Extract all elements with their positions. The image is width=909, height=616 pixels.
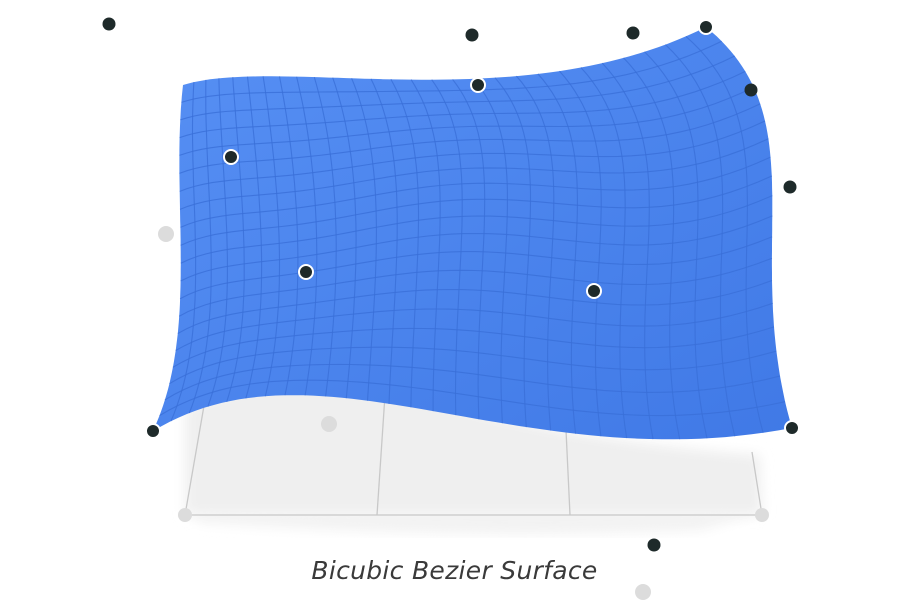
ground-shadow-bottom <box>190 512 760 534</box>
surface-grid-line-v <box>172 326 775 368</box>
control-point[interactable] <box>698 19 714 35</box>
faded-point <box>158 226 174 242</box>
surface-grid-line-v <box>180 55 735 121</box>
surface-grid-line-v <box>179 103 761 174</box>
control-point[interactable] <box>586 283 602 299</box>
diagram-caption: Bicubic Bezier Surface <box>311 556 598 585</box>
ground-line-mid-2 <box>565 429 571 516</box>
control-point[interactable] <box>298 264 314 280</box>
surface-grid-line-v <box>181 40 722 103</box>
surface-grid-line-v <box>179 86 754 156</box>
control-point[interactable] <box>470 77 486 93</box>
control-point[interactable] <box>465 28 479 42</box>
ground-line-mid-1 <box>376 394 386 516</box>
surface-grid-line-v <box>164 363 781 401</box>
control-point[interactable] <box>744 83 758 97</box>
faded-point <box>755 508 769 522</box>
surface-grid-line-v <box>180 175 773 246</box>
surface-grid-line-v <box>178 257 773 317</box>
surface-grid-line-v <box>159 379 786 417</box>
surface-grid-line-v <box>177 279 773 334</box>
control-point[interactable] <box>102 17 116 31</box>
surface-grid-line-v <box>179 120 766 192</box>
surface-grid-line-v <box>179 138 769 210</box>
bezier-surface <box>153 27 792 440</box>
surface-grid-line-v <box>179 236 773 300</box>
control-point[interactable] <box>784 420 800 436</box>
faded-point <box>321 416 337 432</box>
control-point[interactable] <box>647 538 661 552</box>
control-point[interactable] <box>145 423 161 439</box>
control-point[interactable] <box>783 180 797 194</box>
surface-grid-line-v <box>180 195 773 264</box>
ground-frame <box>184 394 763 516</box>
ground-shadow <box>185 378 762 515</box>
surface-grid-line-v <box>180 156 771 228</box>
surface-grid-line-v <box>179 70 746 139</box>
surface-grid-line-v <box>180 215 773 282</box>
control-points <box>102 17 800 552</box>
surface-grid-line-v <box>175 302 773 351</box>
ground-line-left <box>184 399 206 516</box>
faded-point <box>178 508 192 522</box>
faded-point <box>635 584 651 600</box>
surface-grid-line-v <box>169 346 777 385</box>
control-point[interactable] <box>626 26 640 40</box>
ground-line-right <box>751 451 763 516</box>
control-point[interactable] <box>223 149 239 165</box>
